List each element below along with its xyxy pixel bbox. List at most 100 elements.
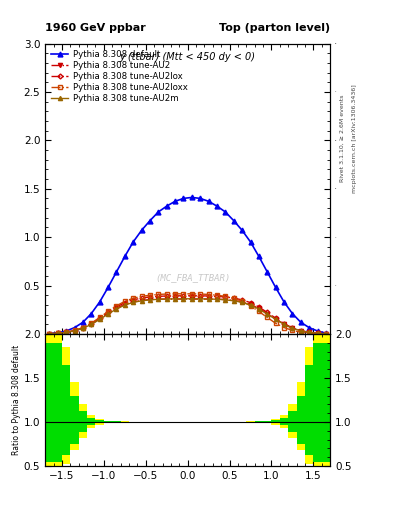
Pythia 8.308 tune-AU2m xyxy=(298,328,303,334)
Pythia 8.308 default xyxy=(282,299,286,305)
Pythia 8.308 tune-AU2m xyxy=(231,298,236,304)
Pythia 8.308 tune-AU2m xyxy=(315,330,320,336)
Pythia 8.308 tune-AU2loxx xyxy=(72,327,77,333)
Text: Rivet 3.1.10, ≥ 2.6M events: Rivet 3.1.10, ≥ 2.6M events xyxy=(340,95,345,182)
Pythia 8.308 tune-AU2lox xyxy=(89,321,94,327)
Pythia 8.308 tune-AU2m xyxy=(123,302,127,308)
Line: Pythia 8.308 default: Pythia 8.308 default xyxy=(47,195,329,336)
Pythia 8.308 tune-AU2m xyxy=(173,296,178,302)
Pythia 8.308 tune-AU2 xyxy=(290,325,295,331)
Text: y (ttbar) (Mtt < 450 dy < 0): y (ttbar) (Mtt < 450 dy < 0) xyxy=(119,52,256,62)
Line: Pythia 8.308 tune-AU2lox: Pythia 8.308 tune-AU2lox xyxy=(48,294,328,335)
Text: Top (parton level): Top (parton level) xyxy=(219,23,330,33)
Pythia 8.308 default xyxy=(265,269,270,275)
Pythia 8.308 tune-AU2lox xyxy=(139,295,144,301)
Pythia 8.308 default xyxy=(223,209,228,215)
Pythia 8.308 tune-AU2loxx xyxy=(139,293,144,300)
Pythia 8.308 tune-AU2lox xyxy=(273,315,278,321)
Pythia 8.308 tune-AU2lox xyxy=(198,293,202,299)
Pythia 8.308 default xyxy=(307,325,312,331)
Pythia 8.308 tune-AU2 xyxy=(323,331,328,337)
Pythia 8.308 tune-AU2 xyxy=(265,310,270,316)
Pythia 8.308 tune-AU2m xyxy=(223,297,228,303)
Pythia 8.308 tune-AU2 xyxy=(223,296,228,303)
Pythia 8.308 tune-AU2loxx xyxy=(181,291,186,297)
Pythia 8.308 tune-AU2 xyxy=(257,305,261,311)
Pythia 8.308 tune-AU2lox xyxy=(72,328,77,334)
Pythia 8.308 default xyxy=(290,310,295,316)
Pythia 8.308 tune-AU2lox xyxy=(215,293,219,300)
Pythia 8.308 default xyxy=(81,319,85,326)
Pythia 8.308 tune-AU2lox xyxy=(164,293,169,299)
Pythia 8.308 tune-AU2 xyxy=(106,310,110,316)
Pythia 8.308 tune-AU2loxx xyxy=(123,298,127,304)
Text: 1960 GeV ppbar: 1960 GeV ppbar xyxy=(45,23,146,33)
Pythia 8.308 tune-AU2loxx xyxy=(290,327,295,333)
Pythia 8.308 tune-AU2loxx xyxy=(206,291,211,297)
Pythia 8.308 tune-AU2 xyxy=(97,316,102,322)
Pythia 8.308 tune-AU2loxx xyxy=(55,330,60,336)
Pythia 8.308 tune-AU2m xyxy=(273,316,278,323)
Pythia 8.308 default xyxy=(97,299,102,305)
Pythia 8.308 tune-AU2m xyxy=(139,298,144,304)
Pythia 8.308 default xyxy=(173,198,178,204)
Pythia 8.308 tune-AU2m xyxy=(131,300,136,306)
Pythia 8.308 tune-AU2 xyxy=(206,296,211,302)
Pythia 8.308 default xyxy=(131,239,136,245)
Pythia 8.308 tune-AU2loxx xyxy=(97,314,102,321)
Pythia 8.308 default xyxy=(206,198,211,204)
Pythia 8.308 tune-AU2m xyxy=(64,329,68,335)
Pythia 8.308 tune-AU2m xyxy=(198,296,202,302)
Pythia 8.308 tune-AU2lox xyxy=(323,331,328,337)
Pythia 8.308 tune-AU2m xyxy=(240,300,244,306)
Pythia 8.308 default xyxy=(298,319,303,326)
Pythia 8.308 tune-AU2loxx xyxy=(273,320,278,326)
Pythia 8.308 tune-AU2lox xyxy=(206,293,211,299)
Pythia 8.308 tune-AU2loxx xyxy=(47,331,52,337)
Pythia 8.308 tune-AU2loxx xyxy=(298,329,303,335)
Pythia 8.308 default xyxy=(64,328,68,334)
Pythia 8.308 tune-AU2loxx xyxy=(265,314,270,321)
Pythia 8.308 tune-AU2lox xyxy=(97,315,102,321)
Pythia 8.308 tune-AU2lox xyxy=(156,293,161,300)
Pythia 8.308 tune-AU2lox xyxy=(248,300,253,306)
Pythia 8.308 tune-AU2m xyxy=(323,331,328,337)
Pythia 8.308 tune-AU2lox xyxy=(315,330,320,336)
Pythia 8.308 tune-AU2 xyxy=(240,299,244,305)
Pythia 8.308 tune-AU2 xyxy=(81,325,85,331)
Pythia 8.308 tune-AU2m xyxy=(97,316,102,323)
Pythia 8.308 default xyxy=(198,195,202,201)
Pythia 8.308 tune-AU2m xyxy=(81,325,85,331)
Pythia 8.308 default xyxy=(315,328,320,334)
Pythia 8.308 tune-AU2m xyxy=(156,296,161,303)
Pythia 8.308 tune-AU2lox xyxy=(231,295,236,301)
Pythia 8.308 default xyxy=(323,330,328,336)
Pythia 8.308 tune-AU2 xyxy=(114,305,119,311)
Pythia 8.308 tune-AU2loxx xyxy=(148,292,152,298)
Pythia 8.308 tune-AU2loxx xyxy=(231,295,236,302)
Pythia 8.308 tune-AU2loxx xyxy=(173,291,178,297)
Y-axis label: Ratio to Pythia 8.308 default: Ratio to Pythia 8.308 default xyxy=(12,345,21,455)
Pythia 8.308 tune-AU2lox xyxy=(223,294,228,300)
Text: mcplots.cern.ch [arXiv:1306.3436]: mcplots.cern.ch [arXiv:1306.3436] xyxy=(352,84,357,193)
Pythia 8.308 tune-AU2loxx xyxy=(198,291,202,297)
Pythia 8.308 tune-AU2 xyxy=(139,297,144,304)
Pythia 8.308 tune-AU2m xyxy=(164,296,169,302)
Pythia 8.308 tune-AU2 xyxy=(307,329,312,335)
Pythia 8.308 default xyxy=(248,239,253,245)
Pythia 8.308 tune-AU2 xyxy=(47,331,52,337)
Pythia 8.308 tune-AU2loxx xyxy=(156,291,161,297)
Pythia 8.308 tune-AU2 xyxy=(72,328,77,334)
Pythia 8.308 default xyxy=(55,330,60,336)
Pythia 8.308 tune-AU2lox xyxy=(181,293,186,299)
Pythia 8.308 tune-AU2lox xyxy=(106,309,110,315)
Pythia 8.308 tune-AU2lox xyxy=(307,329,312,335)
Pythia 8.308 tune-AU2loxx xyxy=(282,325,286,331)
Pythia 8.308 tune-AU2m xyxy=(265,311,270,317)
Pythia 8.308 tune-AU2lox xyxy=(189,293,194,299)
Line: Pythia 8.308 tune-AU2loxx: Pythia 8.308 tune-AU2loxx xyxy=(48,292,328,335)
Pythia 8.308 tune-AU2lox xyxy=(131,297,136,303)
Pythia 8.308 tune-AU2 xyxy=(248,302,253,308)
Pythia 8.308 tune-AU2lox xyxy=(298,328,303,334)
Pythia 8.308 tune-AU2loxx xyxy=(106,308,110,314)
